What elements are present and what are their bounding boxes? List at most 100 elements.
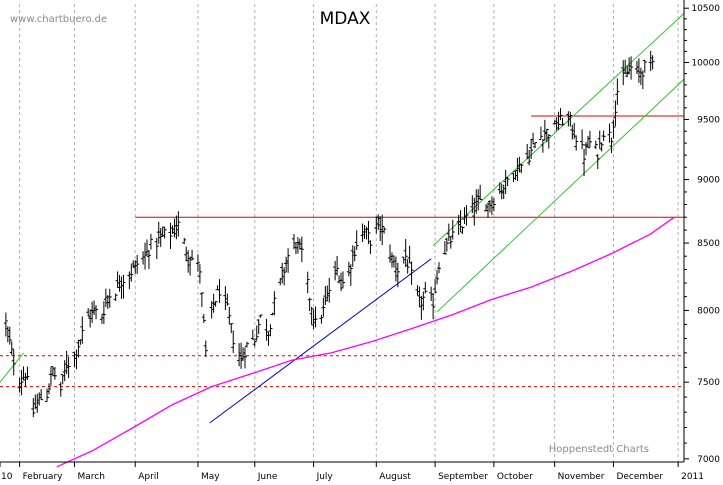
price-bar [319,314,324,324]
price-bar [39,389,44,401]
price-bar [45,388,50,402]
price-bar [546,134,551,149]
price-bar [538,126,543,141]
price-bar [435,269,440,285]
price-bar [519,163,524,174]
price-bar [368,240,373,255]
price-bar [615,78,620,105]
price-bar [264,318,269,341]
x-tick-label: May [201,472,220,482]
price-bar [176,211,181,237]
price-bar [250,329,255,341]
price-bar [366,220,371,245]
x-tick-label: August [379,472,411,482]
moving-average [56,216,675,468]
chart-title: MDAX [320,9,371,29]
price-bar [135,254,140,275]
price-bar [162,226,167,239]
y-tick-label: 7000 [697,455,720,465]
price-bar [529,138,534,159]
price-bar [568,111,573,127]
price-bar [227,306,232,325]
price-bar [190,249,195,261]
price-bar [629,56,634,80]
price-bar [242,347,247,369]
price-bar [129,264,134,282]
price-bar [437,262,442,274]
price-bar [544,128,549,143]
x-tick-label: June [257,472,278,482]
price-bar [201,314,206,324]
price-bar [421,291,426,311]
price-bar [585,135,590,149]
trendline [209,258,432,424]
price-bar [195,254,200,272]
price-bar [527,149,532,166]
price-bar [286,248,291,273]
price-bar [601,130,606,141]
price-bar [607,123,612,143]
x-tick-label: November [558,472,605,482]
price-bar [252,340,257,347]
price-bar [305,271,310,294]
x-tick-label: October [497,472,533,482]
y-tick-label: 8500 [697,239,720,249]
price-bar [574,135,579,151]
trend-channel-line [0,352,24,383]
price-bar [409,261,414,285]
price-bar [197,264,202,284]
price-bar [199,292,204,308]
price-bar [148,233,153,250]
price-bar [244,341,249,348]
price-bar [352,246,357,262]
price-bar [478,184,483,201]
y-tick-label: 10500 [691,4,720,14]
price-bar [80,316,85,344]
x-tick-label: April [138,472,159,482]
source-label: www.chartbuero.de [10,14,107,25]
price-bar [25,366,30,380]
price-bar [403,238,408,268]
price-bar [299,236,304,263]
y-tick-label: 7500 [697,378,720,388]
price-bar [101,301,106,325]
price-bar [19,369,24,396]
price-bar [291,234,296,250]
price-bar [640,70,645,90]
price-bar [52,366,57,380]
price-bar [560,117,565,126]
price-bar [121,274,126,299]
price-bar [268,324,273,337]
price-bar [599,142,604,152]
x-tick-label: September [438,472,488,482]
x-tick-label: 10 [1,472,13,482]
price-bar [491,198,496,212]
price-bar [609,137,614,153]
price-bar [254,325,259,341]
price-bar [380,214,385,246]
x-tick-label: February [23,472,64,482]
price-bar [405,259,410,274]
price-bar [340,271,345,289]
price-bar [464,205,469,226]
price-bar [433,279,438,293]
price-bar [272,291,277,316]
price-bar [587,130,592,148]
price-bar [580,129,585,150]
price-bar [313,306,318,328]
price-bar [7,326,12,345]
price-bar [556,111,561,130]
price-bar [256,319,261,335]
price-bar [382,226,387,234]
price-bar [154,237,159,259]
moving-average-line [56,216,675,468]
price-bar [3,312,8,337]
price-bar [533,142,538,149]
price-bar [182,237,187,245]
x-tick-label: March [77,472,104,482]
price-bar [650,55,655,70]
